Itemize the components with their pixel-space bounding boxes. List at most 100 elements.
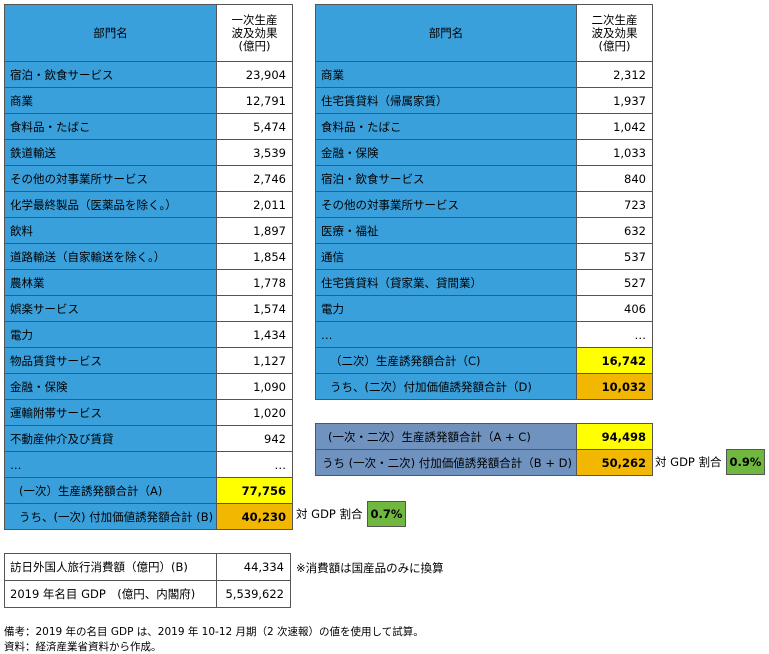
consumption-note: ※消費額は国産品のみに換算: [296, 561, 444, 575]
table-row: 宿泊・飲食サービス 23,904: [4, 61, 293, 88]
sector-value: 406: [576, 295, 653, 322]
table-row: その他の対事業所サービス 723: [315, 191, 653, 218]
combined-total-label: (一次・二次）生産誘発額合計（A + C): [315, 423, 577, 450]
table-row: 不動産仲介及び賃貸 942: [4, 425, 293, 452]
sector-value: 1,020: [216, 399, 293, 426]
consumption-gdp-table: 訪日外国人旅行消費額（億円）(B) 44,334 2019 年名目 GDP (億…: [4, 553, 291, 608]
sector-value: 527: [576, 269, 653, 296]
sector-value: 12,791: [216, 87, 293, 114]
table-row: 電力 1,434: [4, 321, 293, 348]
table-row: その他の対事業所サービス 2,746: [4, 165, 293, 192]
sector-name: 通信: [315, 243, 577, 270]
sector-name: 物品賃貸サービス: [4, 347, 217, 374]
table-row: 通信 537: [315, 243, 653, 270]
tourist-consumption-label: 訪日外国人旅行消費額（億円）(B): [4, 553, 217, 581]
sector-name: 食料品・たばこ: [4, 113, 217, 140]
table-row: 化学最終製品（医薬品を除く。） 2,011: [4, 191, 293, 218]
primary-effect-table: 部門名 一次生産 波及効果 (億円) 宿泊・飲食サービス 23,904 商業 12,…: [4, 4, 293, 530]
table-row: 金融・保険 1,090: [4, 373, 293, 400]
header-sector-name: 部門名: [4, 4, 217, 62]
sector-value: 840: [576, 165, 653, 192]
sector-name: 金融・保険: [4, 373, 217, 400]
sector-value: 2,011: [216, 191, 293, 218]
primary-value-added-value: 40,230: [216, 503, 293, 530]
sector-value: …: [216, 451, 293, 478]
table-row: 飲料 1,897: [4, 217, 293, 244]
sector-name: 電力: [315, 295, 577, 322]
sector-value: 1,127: [216, 347, 293, 374]
sector-name: 電力: [4, 321, 217, 348]
sector-name: 金融・保険: [315, 139, 577, 166]
combined-total-value: 94,498: [576, 423, 653, 450]
sector-name: 道路輸送（自家輸送を除く。）: [4, 243, 217, 270]
total-row: （二次）生産誘発額合計（C) 16,742: [315, 347, 653, 374]
sector-name: …: [4, 451, 217, 478]
gdp-ratio-value: 0.9%: [725, 449, 766, 475]
sector-name: 農林業: [4, 269, 217, 296]
sector-value: …: [576, 321, 653, 348]
sector-value: 2,312: [576, 61, 653, 88]
gdp-ratio-value: 0.7%: [366, 501, 407, 527]
primary-total-label: (一次）生産誘発額合計（A): [4, 477, 217, 504]
sector-name: 食料品・たばこ: [315, 113, 577, 140]
combined-effect-table: (一次・二次）生産誘発額合計（A + C) 94,498 うち (一次・二次) …: [315, 423, 653, 476]
sector-value: 3,539: [216, 139, 293, 166]
table-row: 宿泊・飲食サービス 840: [315, 165, 653, 192]
sector-name: 商業: [315, 61, 577, 88]
sector-name: 運輸附帯サービス: [4, 399, 217, 426]
table-header: 部門名 二次生産 波及効果 (億円): [315, 4, 653, 62]
header-sector-name: 部門名: [315, 4, 577, 62]
sector-value: 942: [216, 425, 293, 452]
header-primary-effect: 一次生産 波及効果 (億円): [216, 4, 293, 62]
table-row: 道路輸送（自家輸送を除く。） 1,854: [4, 243, 293, 270]
table-header: 部門名 一次生産 波及効果 (億円): [4, 4, 293, 62]
sector-value: 1,897: [216, 217, 293, 244]
sector-value: 1,090: [216, 373, 293, 400]
sector-value: 632: [576, 217, 653, 244]
table-row: 住宅賃貸料（貸家業、貸間業） 527: [315, 269, 653, 296]
sector-name: 不動産仲介及び賃貸: [4, 425, 217, 452]
table-row: 訪日外国人旅行消費額（億円）(B) 44,334: [4, 553, 291, 581]
sector-name: 住宅賃貸料（帰属家賃）: [315, 87, 577, 114]
sector-value: 1,434: [216, 321, 293, 348]
sector-name: …: [315, 321, 577, 348]
sector-value: 1,042: [576, 113, 653, 140]
primary-value-added-label: うち、(一次) 付加価値誘発額合計 (B): [4, 503, 217, 530]
footnote-remarks: 備考：2019 年の名目 GDP は、2019 年 10-12 月期（2 次速報…: [4, 626, 424, 638]
table-row: 鉄道輸送 3,539: [4, 139, 293, 166]
nominal-gdp-value: 5,539,622: [216, 580, 291, 608]
sector-value: 1,574: [216, 295, 293, 322]
sector-name: 鉄道輸送: [4, 139, 217, 166]
secondary-total-label: （二次）生産誘発額合計（C): [315, 347, 577, 374]
sector-name: 飲料: [4, 217, 217, 244]
header-secondary-effect: 二次生産 波及効果 (億円): [576, 4, 653, 62]
sector-name: 娯楽サービス: [4, 295, 217, 322]
sector-name: 商業: [4, 87, 217, 114]
table-row: 娯楽サービス 1,574: [4, 295, 293, 322]
secondary-value-added-value: 10,032: [576, 373, 653, 400]
table-row: 食料品・たばこ 5,474: [4, 113, 293, 140]
gdp-ratio-label: 対 GDP 割合: [655, 455, 722, 469]
sector-name: 宿泊・飲食サービス: [4, 61, 217, 88]
table-row: 商業 2,312: [315, 61, 653, 88]
table-row: 物品賃貸サービス 1,127: [4, 347, 293, 374]
footnote-source: 資料：経済産業省資料から作成。: [4, 641, 162, 653]
table-row: ……: [315, 321, 653, 348]
gdp-ratio-label: 対 GDP 割合: [296, 507, 363, 521]
table-row: 医療・福祉 632: [315, 217, 653, 244]
table-row: 住宅賃貸料（帰属家賃） 1,937: [315, 87, 653, 114]
table-row: 2019 年名目 GDP (億円、内閣府) 5,539,622: [4, 580, 291, 608]
combined-total-row: (一次・二次）生産誘発額合計（A + C) 94,498: [315, 423, 653, 450]
sector-value: 5,474: [216, 113, 293, 140]
sector-value: 1,854: [216, 243, 293, 270]
sector-name: 宿泊・飲食サービス: [315, 165, 577, 192]
primary-total-value: 77,756: [216, 477, 293, 504]
value-added-row: うち、(一次) 付加価値誘発額合計 (B) 40,230: [4, 503, 293, 530]
secondary-total-value: 16,742: [576, 347, 653, 374]
combined-gdp-ratio: 対 GDP 割合 0.9%: [655, 449, 766, 475]
table-row: 金融・保険 1,033: [315, 139, 653, 166]
secondary-value-added-label: うち、(二次）付加価値誘発額合計（D): [315, 373, 577, 400]
sector-value: 723: [576, 191, 653, 218]
secondary-effect-table: 部門名 二次生産 波及効果 (億円) 商業 2,312 住宅賃貸料（帰属家賃） 1,…: [315, 4, 653, 400]
sector-name: その他の対事業所サービス: [4, 165, 217, 192]
